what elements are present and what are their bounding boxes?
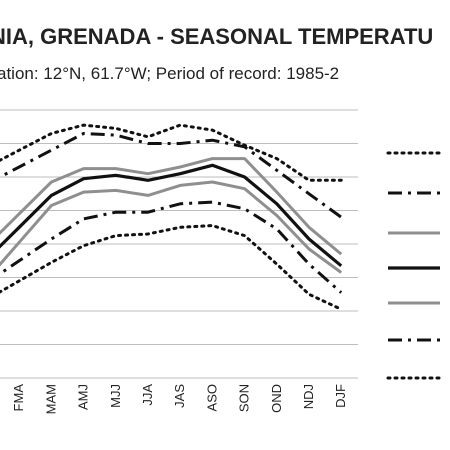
chart-title: NIA, GRENADA - SEASONAL TEMPERATU [0, 24, 433, 49]
x-tick-label: MAM [43, 384, 58, 414]
x-tick-label: NDJ [301, 384, 316, 409]
legend [386, 151, 442, 380]
x-axis-ticks: FMA MAM AMJ MJJ JJA JAS ASO SON OND NDJ DJF [11, 384, 348, 415]
x-tick-label: MJJ [108, 384, 123, 408]
series-line-6 [0, 200, 343, 294]
series-line-7 [0, 224, 343, 311]
chart-subtitle: ation: 12°N, 61.7°W; Period of record: 1… [0, 64, 339, 83]
x-tick-label: AMJ [76, 384, 91, 410]
series-line-2 [0, 132, 343, 219]
series-line-4 [0, 163, 343, 268]
series-line-5 [0, 180, 343, 274]
x-tick-label: SON [237, 384, 252, 412]
x-tick-label: DJF [333, 384, 348, 408]
series-lines [0, 123, 343, 311]
x-tick-label: ASO [204, 384, 219, 411]
x-tick-label: OND [269, 384, 284, 413]
x-tick-label: JJA [140, 384, 155, 406]
series-line-1 [0, 123, 343, 182]
x-tick-label: JAS [172, 384, 187, 408]
x-tick-label: FMA [11, 384, 26, 412]
series-line-3 [0, 157, 343, 256]
